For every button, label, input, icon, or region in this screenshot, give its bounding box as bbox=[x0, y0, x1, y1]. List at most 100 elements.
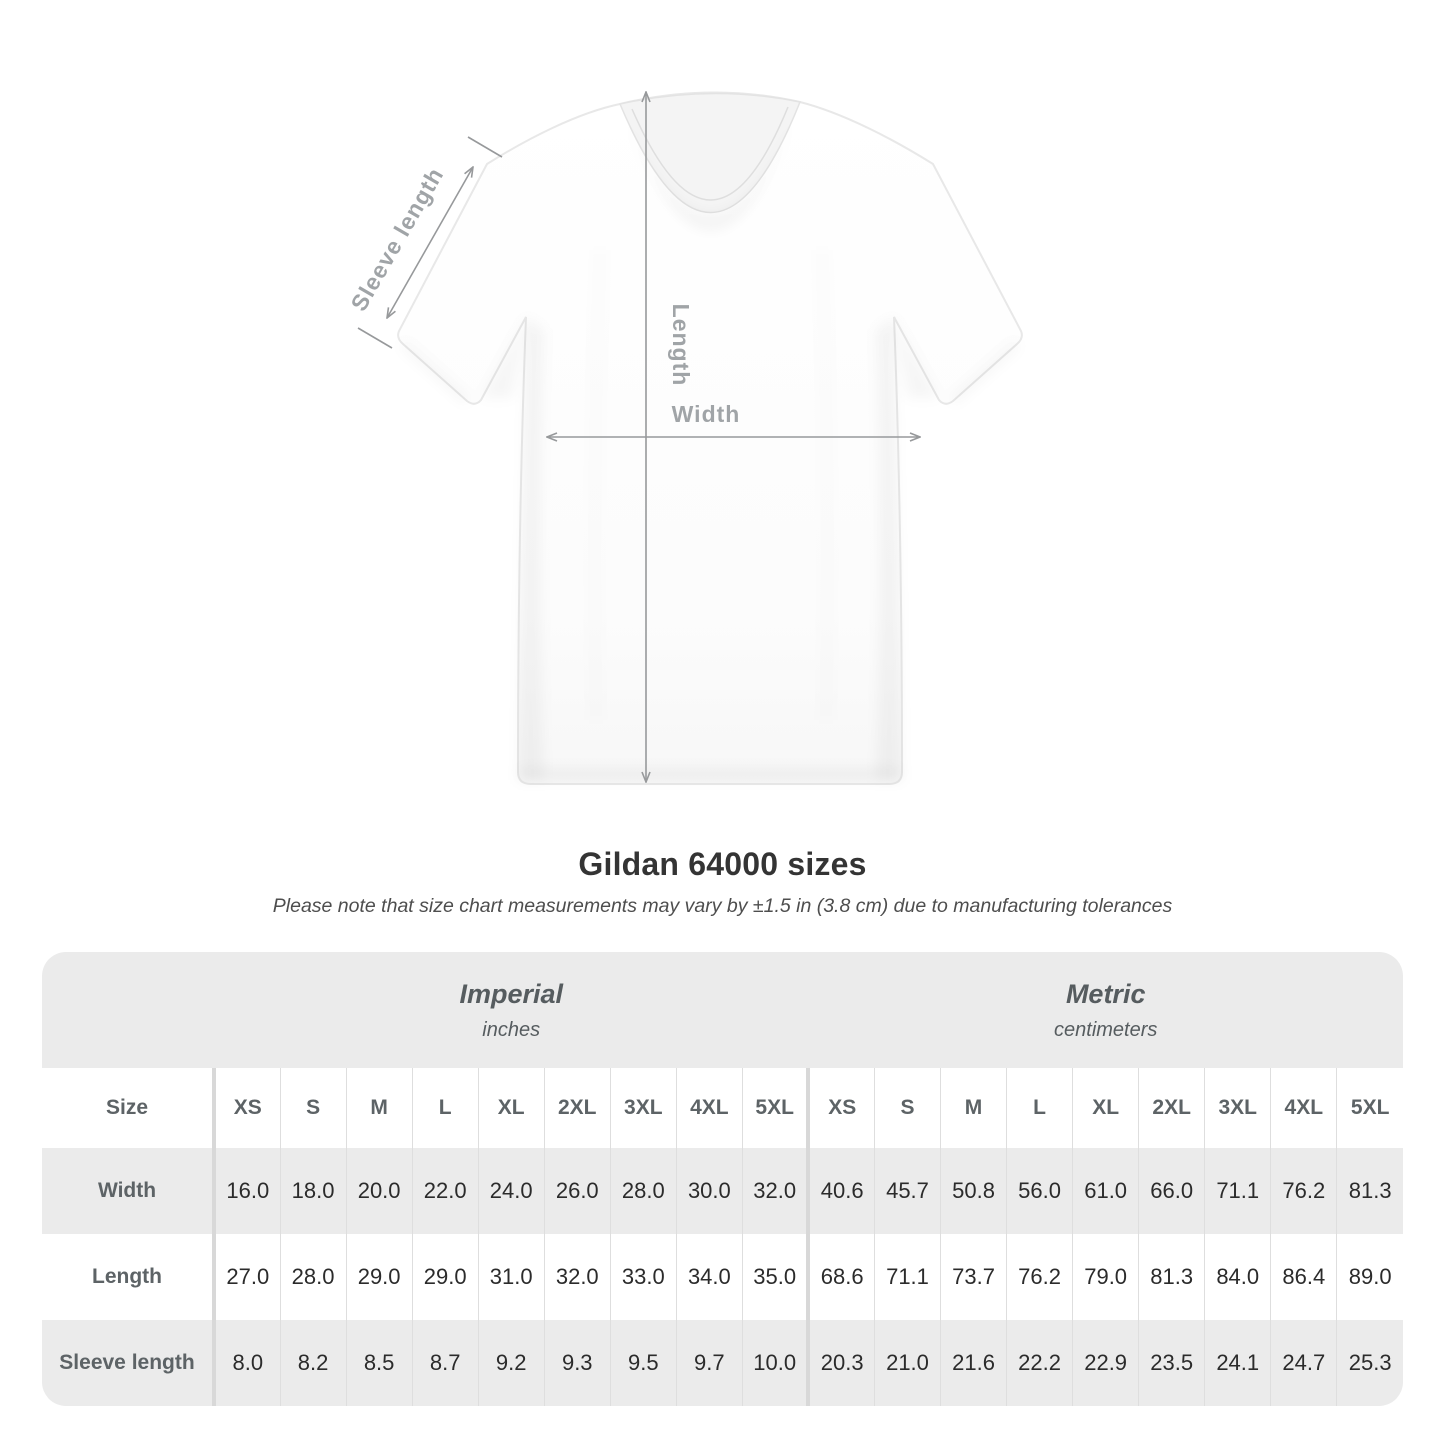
value-cell: 28.0 bbox=[609, 1148, 677, 1234]
value-cell: 66.0 bbox=[1138, 1148, 1205, 1234]
value-cell: 8.2 bbox=[279, 1320, 347, 1406]
value-cell: 34.0 bbox=[675, 1234, 743, 1320]
size-col-header: S bbox=[279, 1068, 347, 1148]
value-cell: 76.2 bbox=[1006, 1234, 1073, 1320]
value-cell: 20.0 bbox=[345, 1148, 413, 1234]
row-label-width: Width bbox=[97, 1179, 157, 1202]
size-col-header: S bbox=[873, 1068, 941, 1148]
value-cell: 24.1 bbox=[1204, 1320, 1271, 1406]
width-row: Width 16.0 18.0 20.0 22.0 24.0 26.0 28.0… bbox=[42, 1148, 1403, 1234]
sleeve-length-dimension bbox=[357, 136, 503, 349]
value-cell: 71.1 bbox=[1204, 1148, 1271, 1234]
sleeve-dimension-tick-top bbox=[467, 136, 503, 158]
value-cell: 25.3 bbox=[1336, 1320, 1403, 1406]
value-cell: 8.5 bbox=[345, 1320, 413, 1406]
width-label: Width bbox=[672, 401, 741, 427]
tshirt-collar bbox=[618, 92, 802, 214]
value-cell: 40.6 bbox=[806, 1148, 875, 1234]
value-cell: 9.5 bbox=[609, 1320, 677, 1406]
value-cell: 29.0 bbox=[411, 1234, 479, 1320]
value-cell: 9.2 bbox=[477, 1320, 545, 1406]
page-title: Gildan 64000 sizes bbox=[578, 846, 867, 882]
value-cell: 35.0 bbox=[741, 1234, 809, 1320]
size-table: Imperial inches Metric centimeters Size … bbox=[42, 952, 1403, 1406]
value-cell: 23.5 bbox=[1138, 1320, 1205, 1406]
size-col-header: 3XL bbox=[1204, 1068, 1271, 1148]
length-label: Length bbox=[668, 304, 694, 387]
value-cell: 84.0 bbox=[1204, 1234, 1271, 1320]
size-col-header: L bbox=[1006, 1068, 1073, 1148]
value-cell: 16.0 bbox=[211, 1148, 281, 1234]
size-col-header: XL bbox=[1072, 1068, 1139, 1148]
value-cell: 8.7 bbox=[411, 1320, 479, 1406]
size-col-header: 2XL bbox=[543, 1068, 611, 1148]
value-cell: 20.3 bbox=[806, 1320, 875, 1406]
value-cell: 32.0 bbox=[741, 1148, 809, 1234]
value-cell: 21.0 bbox=[873, 1320, 941, 1406]
value-cell: 79.0 bbox=[1072, 1234, 1139, 1320]
metric-label: Metric bbox=[1065, 978, 1146, 1009]
length-row: Length 27.0 28.0 29.0 29.0 31.0 32.0 33.… bbox=[42, 1234, 1403, 1320]
value-cell: 56.0 bbox=[1006, 1148, 1073, 1234]
size-col-header: 5XL bbox=[741, 1068, 809, 1148]
tshirt-measurement-diagram: Sleeve length Length Width bbox=[345, 0, 1023, 785]
size-col-header: 3XL bbox=[609, 1068, 677, 1148]
value-cell: 29.0 bbox=[345, 1234, 413, 1320]
sleeve-length-row: Sleeve length 8.0 8.2 8.5 8.7 9.2 9.3 9.… bbox=[42, 1320, 1403, 1406]
value-cell: 21.6 bbox=[940, 1320, 1007, 1406]
size-col-header: L bbox=[411, 1068, 479, 1148]
value-cell: 22.2 bbox=[1006, 1320, 1073, 1406]
value-cell: 76.2 bbox=[1270, 1148, 1337, 1234]
value-cell: 9.7 bbox=[675, 1320, 743, 1406]
value-cell: 71.1 bbox=[873, 1234, 941, 1320]
value-cell: 73.7 bbox=[940, 1234, 1007, 1320]
value-cell: 26.0 bbox=[543, 1148, 611, 1234]
tolerance-note: Please note that size chart measurements… bbox=[272, 895, 1173, 917]
size-col-header: M bbox=[940, 1068, 1007, 1148]
value-cell: 68.6 bbox=[806, 1234, 875, 1320]
value-cell: 27.0 bbox=[211, 1234, 281, 1320]
sleeve-dimension-line bbox=[387, 167, 473, 318]
size-header: Size bbox=[105, 1096, 149, 1119]
value-cell: 86.4 bbox=[1270, 1234, 1337, 1320]
row-label-length: Length bbox=[92, 1265, 162, 1288]
value-cell: 18.0 bbox=[279, 1148, 347, 1234]
collar-inner-seam bbox=[631, 106, 789, 201]
size-table-container: Imperial inches Metric centimeters Size … bbox=[42, 952, 1403, 1406]
size-header-row: Size XS S M L XL 2XL 3XL 4XL 5XL XS S M … bbox=[42, 1068, 1403, 1148]
value-cell: 28.0 bbox=[279, 1234, 347, 1320]
metric-group-header: Metric centimeters bbox=[808, 952, 1403, 1068]
imperial-group-header: Imperial inches bbox=[214, 952, 809, 1068]
value-cell: 10.0 bbox=[741, 1320, 809, 1406]
value-cell: 8.0 bbox=[211, 1320, 281, 1406]
size-col-header: XS bbox=[211, 1068, 281, 1148]
imperial-label: Imperial bbox=[459, 978, 563, 1009]
value-cell: 89.0 bbox=[1336, 1234, 1403, 1320]
sleeve-dimension-tick-bottom bbox=[357, 327, 393, 349]
value-cell: 32.0 bbox=[543, 1234, 611, 1320]
metric-unit: centimeters bbox=[1054, 1019, 1158, 1042]
value-cell: 24.7 bbox=[1270, 1320, 1337, 1406]
size-col-header: 5XL bbox=[1336, 1068, 1403, 1148]
value-cell: 81.3 bbox=[1336, 1148, 1403, 1234]
size-col-header: XS bbox=[806, 1068, 875, 1148]
value-cell: 9.3 bbox=[543, 1320, 611, 1406]
size-col-header: 4XL bbox=[675, 1068, 743, 1148]
value-cell: 45.7 bbox=[873, 1148, 941, 1234]
value-cell: 33.0 bbox=[609, 1234, 677, 1320]
value-cell: 50.8 bbox=[940, 1148, 1007, 1234]
value-cell: 31.0 bbox=[477, 1234, 545, 1320]
size-col-header: XL bbox=[477, 1068, 545, 1148]
row-label-sleeve-length: Sleeve length bbox=[59, 1351, 195, 1374]
value-cell: 30.0 bbox=[675, 1148, 743, 1234]
value-cell: 81.3 bbox=[1138, 1234, 1205, 1320]
value-cell: 61.0 bbox=[1072, 1148, 1139, 1234]
table-corner bbox=[42, 952, 214, 1068]
imperial-unit: inches bbox=[482, 1019, 541, 1042]
value-cell: 24.0 bbox=[477, 1148, 545, 1234]
size-col-header: 4XL bbox=[1270, 1068, 1337, 1148]
value-cell: 22.9 bbox=[1072, 1320, 1139, 1406]
size-col-header: M bbox=[345, 1068, 413, 1148]
size-col-header: 2XL bbox=[1138, 1068, 1205, 1148]
